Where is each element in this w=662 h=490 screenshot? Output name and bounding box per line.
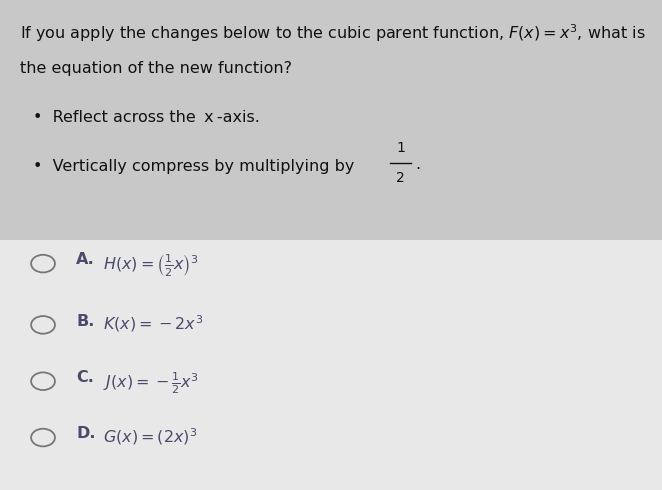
Text: If you apply the changes below to the cubic parent function, $F(x) = x^3$, what : If you apply the changes below to the cu… — [20, 22, 645, 44]
Text: the equation of the new function?: the equation of the new function? — [20, 61, 292, 76]
Text: 1: 1 — [396, 141, 405, 155]
Text: A.: A. — [76, 252, 95, 268]
Text: C.: C. — [76, 370, 94, 385]
Bar — [0, 240, 662, 490]
Text: $K(x) = -2x^3$: $K(x) = -2x^3$ — [103, 314, 203, 334]
Text: •  Reflect across the  x -axis.: • Reflect across the x -axis. — [33, 110, 260, 125]
Bar — [0, 0, 662, 245]
Text: D.: D. — [76, 426, 95, 441]
Text: B.: B. — [76, 314, 95, 329]
Text: $G(x) = (2x)^3$: $G(x) = (2x)^3$ — [103, 426, 197, 447]
Text: 2: 2 — [396, 172, 405, 186]
Text: $J(x) = -\frac{1}{2}x^3$: $J(x) = -\frac{1}{2}x^3$ — [103, 370, 199, 396]
Text: $H(x) = \left(\frac{1}{2}x\right)^3$: $H(x) = \left(\frac{1}{2}x\right)^3$ — [103, 252, 199, 278]
Text: .: . — [415, 157, 420, 172]
Text: •  Vertically compress by multiplying by: • Vertically compress by multiplying by — [33, 159, 354, 174]
